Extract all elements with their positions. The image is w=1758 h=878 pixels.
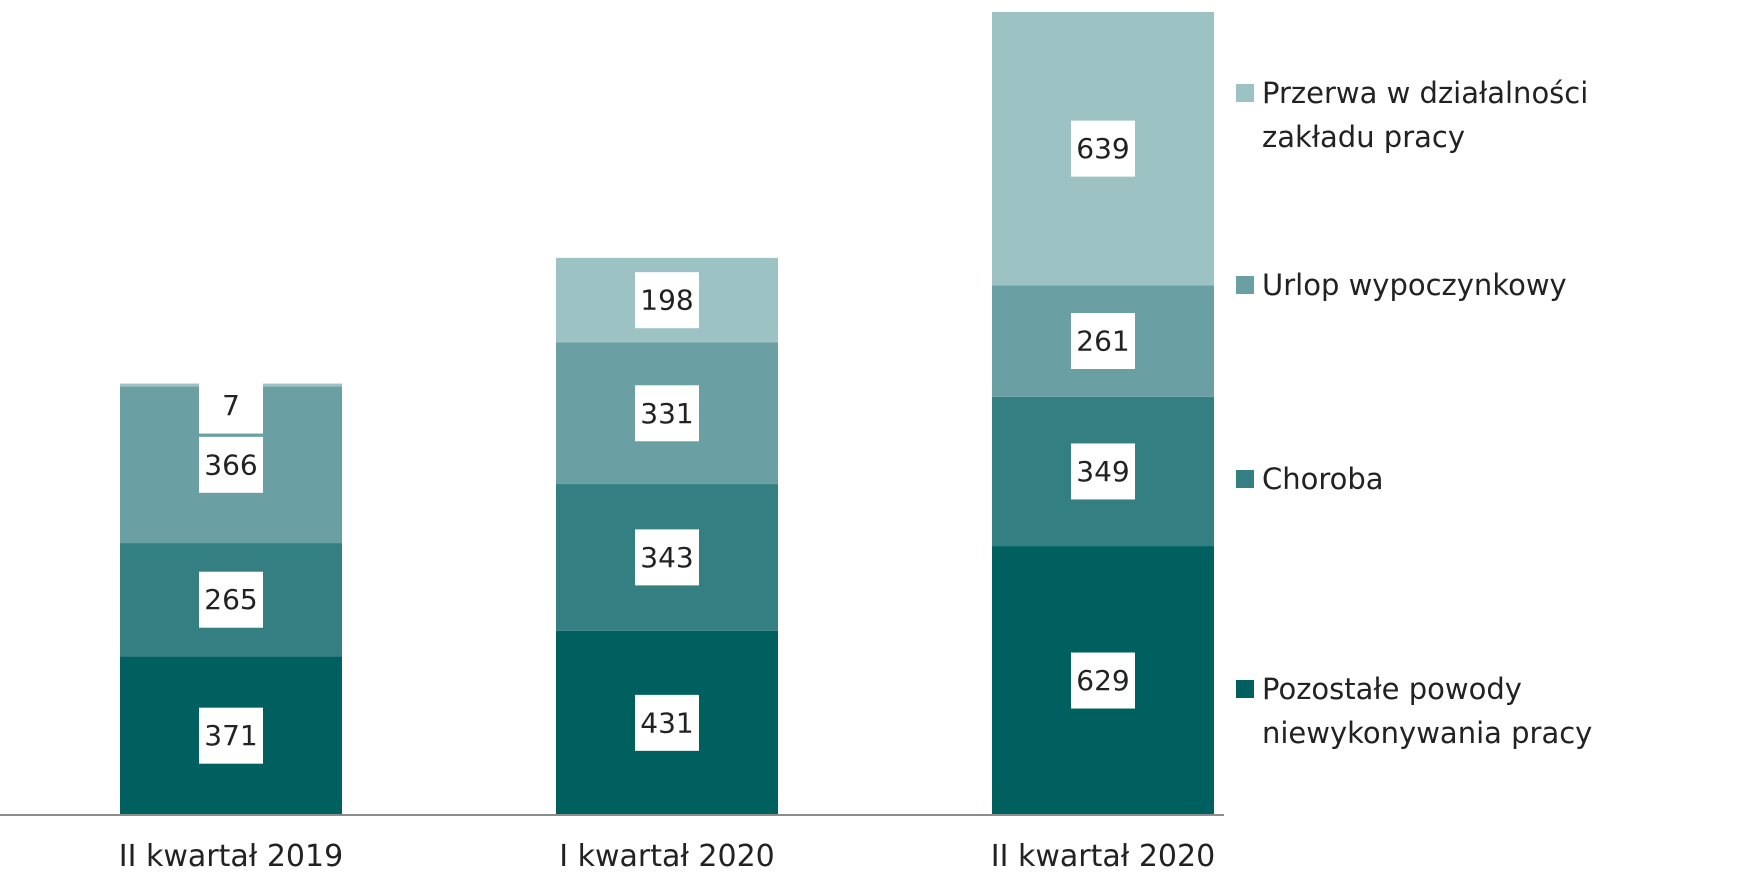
data-label-box [1071,443,1135,500]
legend-swatch [1236,680,1254,698]
data-label-box [199,707,263,764]
data-label-box [635,385,699,442]
legend-item: Przerwa w działalności zakładu pracy [1236,76,1588,154]
legend-label: Pozostałe powody [1262,672,1522,706]
data-label: 198 [635,272,699,329]
data-label-value: 431 [640,706,693,739]
legend-label: Urlop wypoczynkowy [1262,268,1567,302]
data-label: 431 [635,694,699,751]
data-label-box [635,272,699,329]
data-label: 7 [199,377,263,434]
data-label: 265 [199,571,263,628]
data-label-box [1071,120,1135,177]
data-label-value: 198 [640,284,693,317]
data-label-box [635,694,699,751]
data-label-value: 366 [204,448,257,481]
data-label: 629 [1071,652,1135,709]
x-tick-label: I kwartał 2020 [559,839,775,874]
data-label-value: 7 [222,389,240,422]
data-label-box [199,436,263,493]
x-tick-label: II kwartał 2019 [119,839,343,874]
data-label-value: 331 [640,397,693,430]
data-label-box [1071,652,1135,709]
data-label: 639 [1071,120,1135,177]
legend-label: zakładu pracy [1262,120,1465,154]
data-label: 343 [635,529,699,586]
data-label-box [199,377,263,434]
data-label-value: 265 [204,583,257,616]
data-label-value: 343 [640,541,693,574]
data-label-box [199,571,263,628]
data-label-value: 371 [204,719,257,752]
data-label-value: 639 [1076,132,1129,165]
data-label: 366 [199,436,263,493]
legend-label: Przerwa w działalności [1262,76,1588,110]
legend-item: Pozostałe powody niewykonywania pracy [1236,672,1592,750]
data-label: 349 [1071,443,1135,500]
data-label-value: 261 [1076,325,1129,358]
data-label-box [635,529,699,586]
data-label: 371 [199,707,263,764]
legend-item: Urlop wypoczynkowy [1236,268,1567,302]
legend-label: niewykonywania pracy [1262,716,1592,750]
data-label-value: 349 [1076,455,1129,488]
data-label: 261 [1071,313,1135,370]
data-label-box [1071,313,1135,370]
x-tick-labels: II kwartał 2019 I kwartał 2020 II kwartał … [119,839,1215,874]
legend-swatch [1236,470,1254,488]
data-label: 331 [635,385,699,442]
legend-swatch [1236,84,1254,102]
legend-swatch [1236,276,1254,294]
data-label-value: 629 [1076,664,1129,697]
bars-group: 371 265 366 7 431 343 331 198 629 349 261 639 [120,12,1214,815]
legend-label: Choroba [1262,462,1384,496]
x-tick-label: II kwartał 2020 [991,839,1215,874]
legend: Przerwa w działalności zakładu pracy Urlop… [1236,76,1592,750]
legend-item: Choroba [1236,462,1384,496]
